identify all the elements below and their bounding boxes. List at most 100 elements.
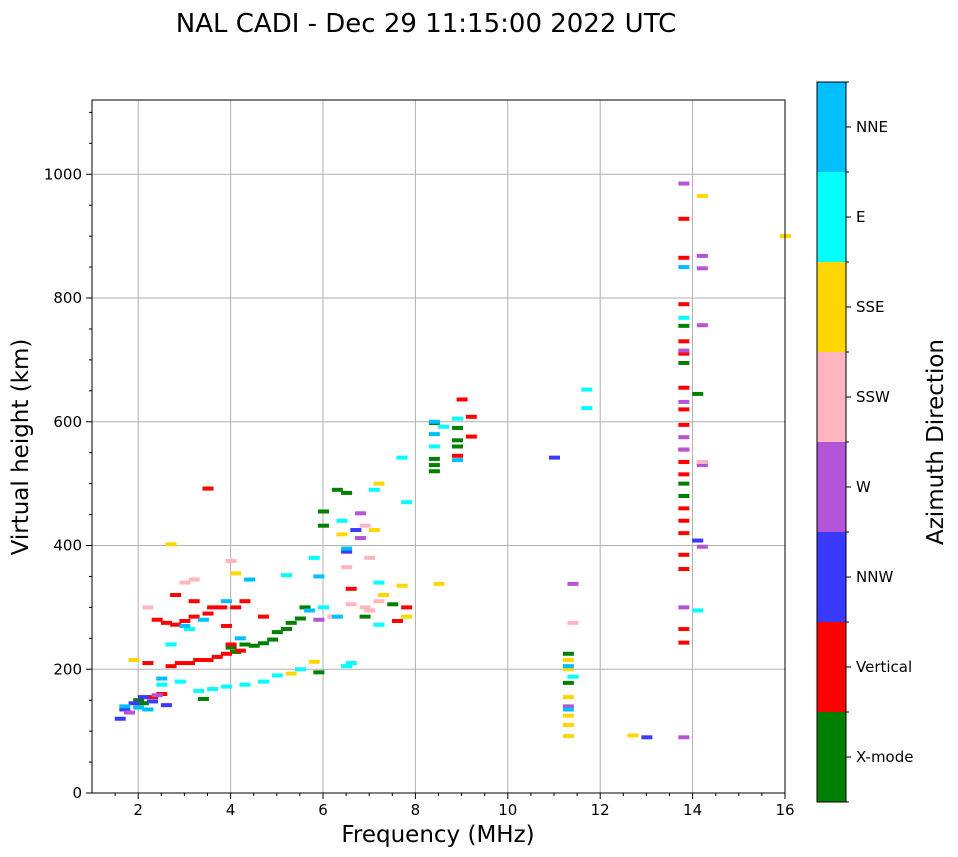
data-point-nne [197,617,209,622]
data-point-x-mode [318,523,329,528]
data-point-sse [396,583,408,588]
data-point-nne [562,664,574,669]
data-point-vertical [678,459,690,464]
data-point-vertical [465,414,477,419]
data-point-vertical [202,657,214,662]
data-point-nne [428,419,440,424]
data-point-vertical [678,385,690,390]
data-point-nne [304,608,316,613]
data-point-nnw [341,549,353,554]
colorbar-segment [817,172,846,262]
data-point-vertical [678,255,690,260]
data-point-ssw [364,555,376,560]
data-point-w [151,693,163,698]
data-point-vertical [220,623,232,628]
data-point-x-mode [678,323,690,328]
data-point-vertical [678,567,690,572]
colorbar-tick-label: E [856,208,865,226]
data-point-sse [627,733,639,738]
data-point-vertical [391,618,403,623]
data-point-nne [562,707,574,712]
colorbar-tick-label: X-mode [856,748,913,766]
data-point-vertical [678,339,690,344]
data-point-sse [230,571,242,576]
x-tick-label: 16 [775,801,794,819]
data-point-vertical [678,407,690,412]
data-point-vertical [179,618,191,623]
data-point-vertical [142,661,154,666]
y-tick-label: 400 [53,537,82,555]
data-point-nnw [350,528,362,533]
data-point-x-mode [451,438,463,443]
data-point-sse [401,614,413,619]
data-point-vertical [456,397,468,402]
data-point-nnw [137,695,149,700]
data-point-sse [285,671,297,676]
data-point-ssw [142,605,154,610]
data-point-e [373,622,385,627]
data-point-vertical [230,605,242,610]
data-point-e [281,573,293,578]
data-point-x-mode [428,456,440,461]
y-axis-label: Virtual height (km) [8,339,34,556]
data-point-vertical [170,622,182,627]
data-point-x-mode [281,627,293,632]
data-point-x-mode [692,391,704,396]
data-point-w [678,447,690,452]
data-point-nne [142,707,154,712]
data-point-sse [433,581,445,586]
x-tick-label: 6 [318,801,328,819]
data-point-e [373,580,385,585]
data-point-e [165,642,177,647]
data-point-nnw [147,699,159,704]
data-point-vertical [160,620,172,625]
data-point-vertical [188,614,200,619]
data-point-vertical [184,661,196,666]
x-tick-label: 4 [226,801,236,819]
data-point-vertical [188,599,200,604]
data-point-e [271,673,283,678]
data-point-w [678,435,690,440]
data-point-sse [562,667,574,672]
data-point-e [193,688,205,693]
data-point-sse [308,659,320,664]
data-point-nne [331,614,343,619]
data-point-nne [179,623,191,628]
data-point-w [313,617,325,622]
data-point-vertical [220,651,232,656]
data-point-e [581,387,593,392]
data-point-e [174,679,186,684]
data-point-e [239,682,251,687]
data-point-vertical [451,453,463,458]
data-point-x-mode [387,602,399,607]
data-point-e [220,684,232,689]
data-point-x-mode [451,425,463,430]
data-point-x-mode [451,444,463,449]
data-point-nnw [549,455,560,460]
data-point-ssw [567,620,579,625]
data-points [114,181,791,740]
data-point-nnw [692,538,704,543]
data-point-nne [451,458,463,463]
data-point-vertical [202,611,214,616]
data-point-x-mode [331,487,343,492]
data-point-e [438,424,450,429]
data-point-e [341,664,353,669]
y-tick-label: 200 [53,660,82,678]
data-point-w [696,253,708,258]
colorbar-segment [817,532,846,622]
data-point-e [567,674,579,679]
data-point-w [354,536,366,541]
colorbar-tick-label: SSW [856,388,890,406]
data-point-vertical [678,351,690,356]
colorbar-segment [817,442,846,532]
data-point-vertical [678,518,690,523]
data-point-w [678,399,690,404]
data-point-nnw [128,701,140,706]
y-tick-label: 1000 [44,165,82,183]
data-point-sse [378,593,390,597]
data-point-ssw [373,599,385,604]
data-point-sse [336,532,348,537]
data-point-e [336,518,348,523]
